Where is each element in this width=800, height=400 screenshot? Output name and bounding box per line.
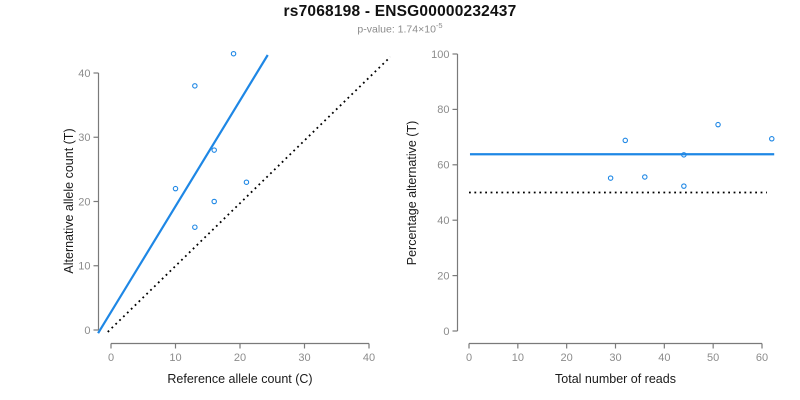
y-axis-label-left-plot: Alternative allele count (T) xyxy=(62,128,76,274)
x-tick-label: 50 xyxy=(707,352,719,364)
data-point xyxy=(607,175,614,181)
data-point xyxy=(192,83,198,89)
regression-line xyxy=(97,54,269,334)
y-tick-label: 40 xyxy=(437,215,449,227)
data-point xyxy=(715,121,721,128)
y-tick-label: 60 xyxy=(437,160,449,172)
y-tick-label: 100 xyxy=(431,49,449,61)
y-tick-label: 40 xyxy=(78,68,90,80)
data-point xyxy=(192,224,198,230)
y-tick-label: 10 xyxy=(78,261,90,273)
x-tick-label: 40 xyxy=(363,352,375,364)
x-axis-label-right-plot: Total number of reads xyxy=(555,372,676,386)
x-tick-label: 10 xyxy=(512,352,524,364)
x-tick-label: 20 xyxy=(561,352,573,364)
data-point xyxy=(769,136,775,142)
y-tick-label: 20 xyxy=(437,270,449,282)
pvalue-text: p-value: 1.74×10 xyxy=(357,23,436,36)
y-tick-label: 0 xyxy=(84,325,90,337)
x-axis-label-left-plot: Reference allele count (C) xyxy=(167,372,313,386)
x-tick-label: 40 xyxy=(658,352,670,364)
data-point xyxy=(243,179,250,185)
data-point xyxy=(642,174,648,180)
x-tick-label: 0 xyxy=(108,352,114,364)
y-tick-label: 0 xyxy=(443,326,449,338)
pvalue-exponent: -5 xyxy=(435,21,443,30)
y-axis-label-right-plot: Percentage alternative (T) xyxy=(405,120,419,266)
data-point xyxy=(681,152,687,158)
x-tick-label: 30 xyxy=(609,352,621,364)
figure-subtitle: p-value: 1.74×10-5 xyxy=(0,21,800,36)
x-tick-label: 60 xyxy=(756,352,768,364)
data-point xyxy=(230,50,237,57)
data-point xyxy=(681,183,687,189)
x-tick-label: 0 xyxy=(466,352,472,364)
identity-line xyxy=(107,56,391,333)
data-point xyxy=(211,198,217,205)
data-point xyxy=(172,185,179,192)
y-tick-label: 30 xyxy=(78,132,90,144)
x-tick-label: 10 xyxy=(169,352,181,364)
y-tick-label: 80 xyxy=(437,104,449,116)
data-point xyxy=(622,137,629,144)
x-tick-label: 20 xyxy=(234,352,246,364)
y-tick-label: 20 xyxy=(78,196,90,208)
data-point xyxy=(211,147,217,153)
x-tick-label: 30 xyxy=(298,352,310,364)
figure-title: rs7068198 - ENSG00000232437 xyxy=(283,3,517,20)
